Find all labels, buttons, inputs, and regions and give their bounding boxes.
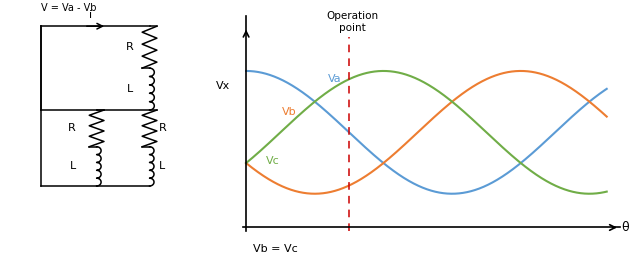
Text: Vx: Vx xyxy=(215,81,229,91)
Text: L: L xyxy=(158,161,165,171)
Text: L: L xyxy=(70,161,76,171)
Text: R: R xyxy=(158,123,167,133)
Text: Vb = Vc: Vb = Vc xyxy=(252,244,297,254)
Text: L: L xyxy=(127,84,134,94)
Text: Vb: Vb xyxy=(282,107,296,117)
Text: R: R xyxy=(126,42,134,52)
Text: i: i xyxy=(89,10,91,20)
Text: Operation
point: Operation point xyxy=(327,11,378,33)
Text: Va: Va xyxy=(328,74,342,84)
Text: R: R xyxy=(68,123,76,133)
Text: V = Va - Vb: V = Va - Vb xyxy=(42,3,97,13)
Text: θ: θ xyxy=(621,221,629,234)
Text: Vc: Vc xyxy=(266,156,279,166)
